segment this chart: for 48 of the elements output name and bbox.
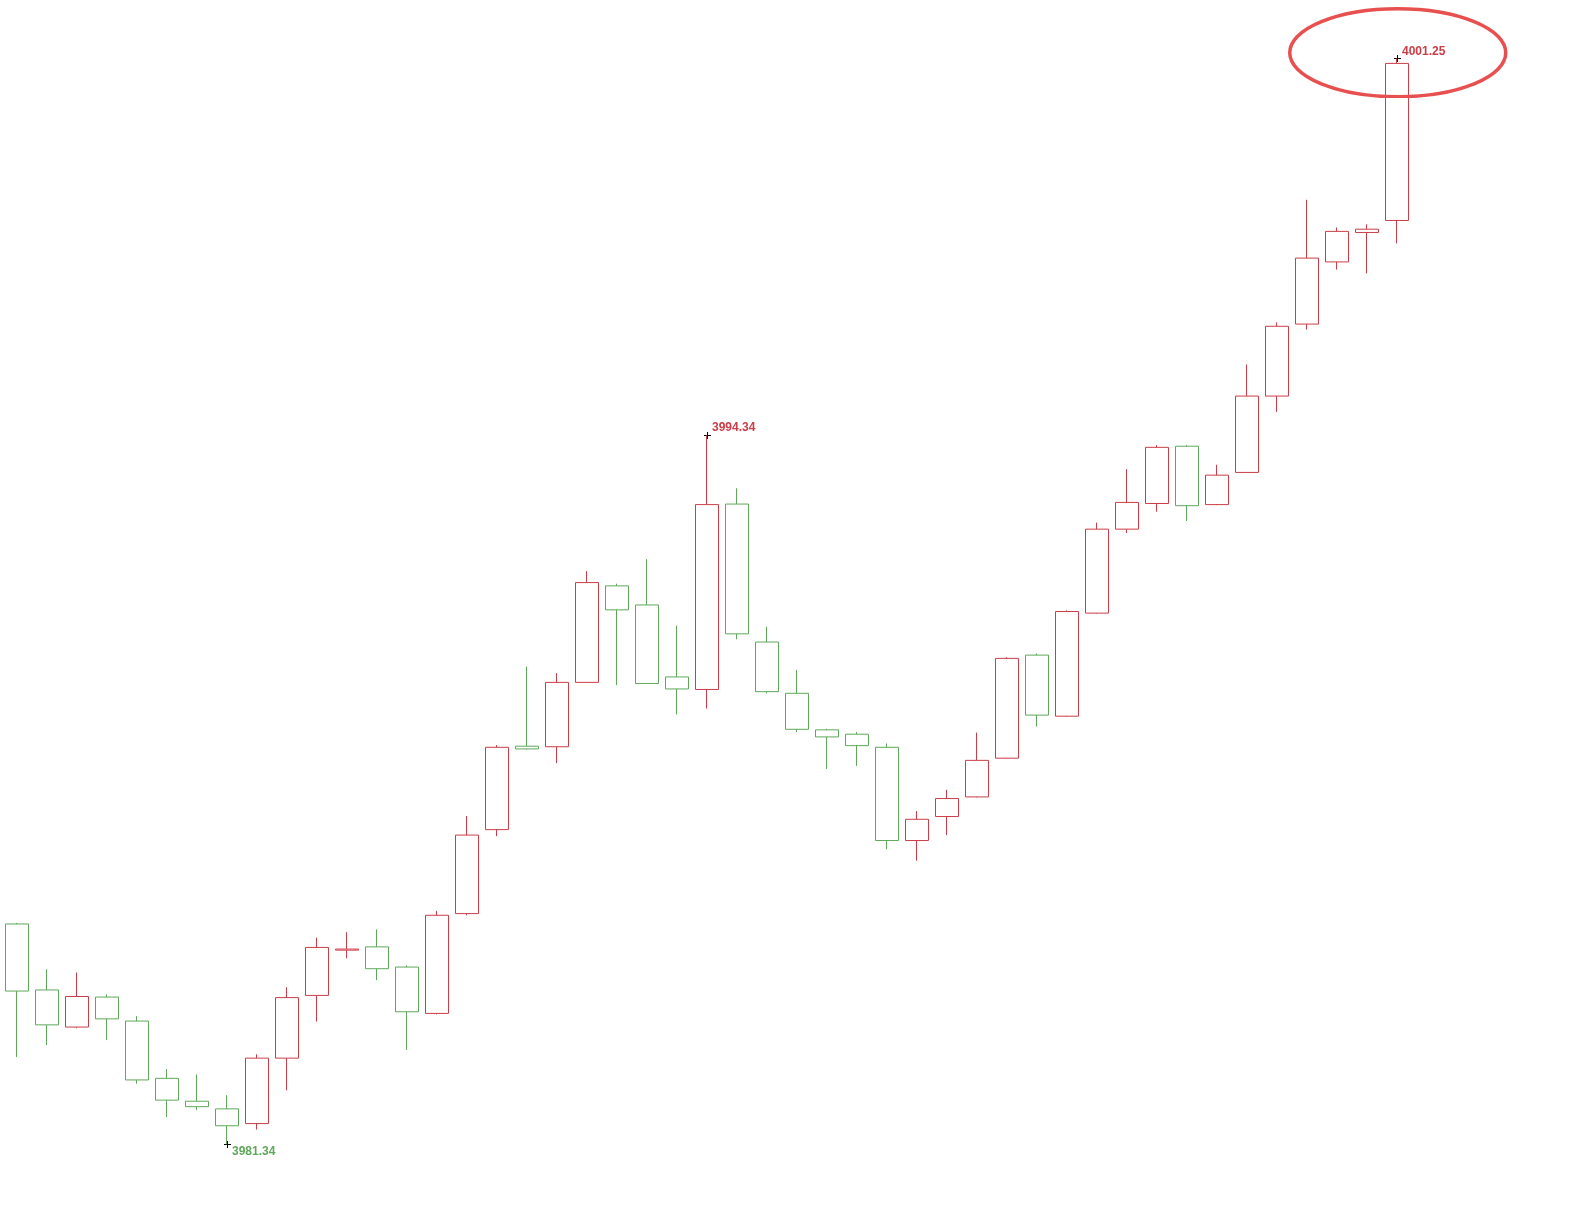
candlestick bbox=[815, 728, 839, 770]
candlestick bbox=[455, 815, 479, 916]
candlestick bbox=[95, 993, 119, 1041]
candlestick bbox=[695, 434, 719, 710]
annotation: 3994.34 bbox=[712, 420, 756, 435]
candlestick bbox=[755, 626, 779, 694]
candlestick bbox=[1265, 321, 1289, 413]
text: 4001.25 bbox=[1402, 43, 1446, 58]
candlestick bbox=[1145, 444, 1169, 513]
candlestick bbox=[1295, 199, 1319, 331]
candlestick bbox=[485, 744, 509, 837]
candlestick bbox=[545, 672, 569, 764]
candlestick bbox=[365, 928, 389, 981]
candlestick bbox=[1205, 464, 1229, 506]
candlestick bbox=[1355, 223, 1379, 274]
candlestick bbox=[5, 922, 29, 1058]
candlestick bbox=[875, 742, 899, 850]
candlestick bbox=[65, 972, 89, 1029]
candlestick bbox=[275, 986, 299, 1091]
candlestick bbox=[575, 570, 599, 684]
candlestick bbox=[155, 1068, 179, 1118]
candlestick bbox=[245, 1053, 269, 1131]
candlestick bbox=[425, 910, 449, 1016]
candlestick bbox=[905, 810, 929, 862]
candlestick bbox=[335, 931, 359, 959]
candlestick bbox=[995, 656, 1019, 760]
candlestick bbox=[1055, 609, 1079, 718]
candlestick bbox=[1085, 522, 1109, 615]
text: 3981.34 bbox=[232, 1144, 276, 1159]
candlestick bbox=[1235, 363, 1259, 474]
candlestick bbox=[1025, 652, 1049, 728]
candlestick bbox=[965, 732, 989, 798]
candlestick bbox=[1115, 468, 1139, 534]
candlestick bbox=[185, 1073, 209, 1111]
candlestick bbox=[935, 789, 959, 836]
candlestick bbox=[1175, 444, 1199, 522]
candlestick bbox=[1325, 227, 1349, 271]
candlestick bbox=[605, 583, 629, 686]
candlestick bbox=[785, 669, 809, 733]
candlestick bbox=[635, 558, 659, 685]
candlestick bbox=[845, 731, 869, 767]
candlestick bbox=[305, 937, 329, 1023]
candlestick bbox=[665, 625, 689, 716]
candlestick bbox=[35, 968, 59, 1046]
candlestick bbox=[395, 964, 419, 1051]
candlestick bbox=[725, 487, 749, 640]
candlestick bbox=[125, 1015, 149, 1085]
candlestick bbox=[515, 666, 539, 750]
